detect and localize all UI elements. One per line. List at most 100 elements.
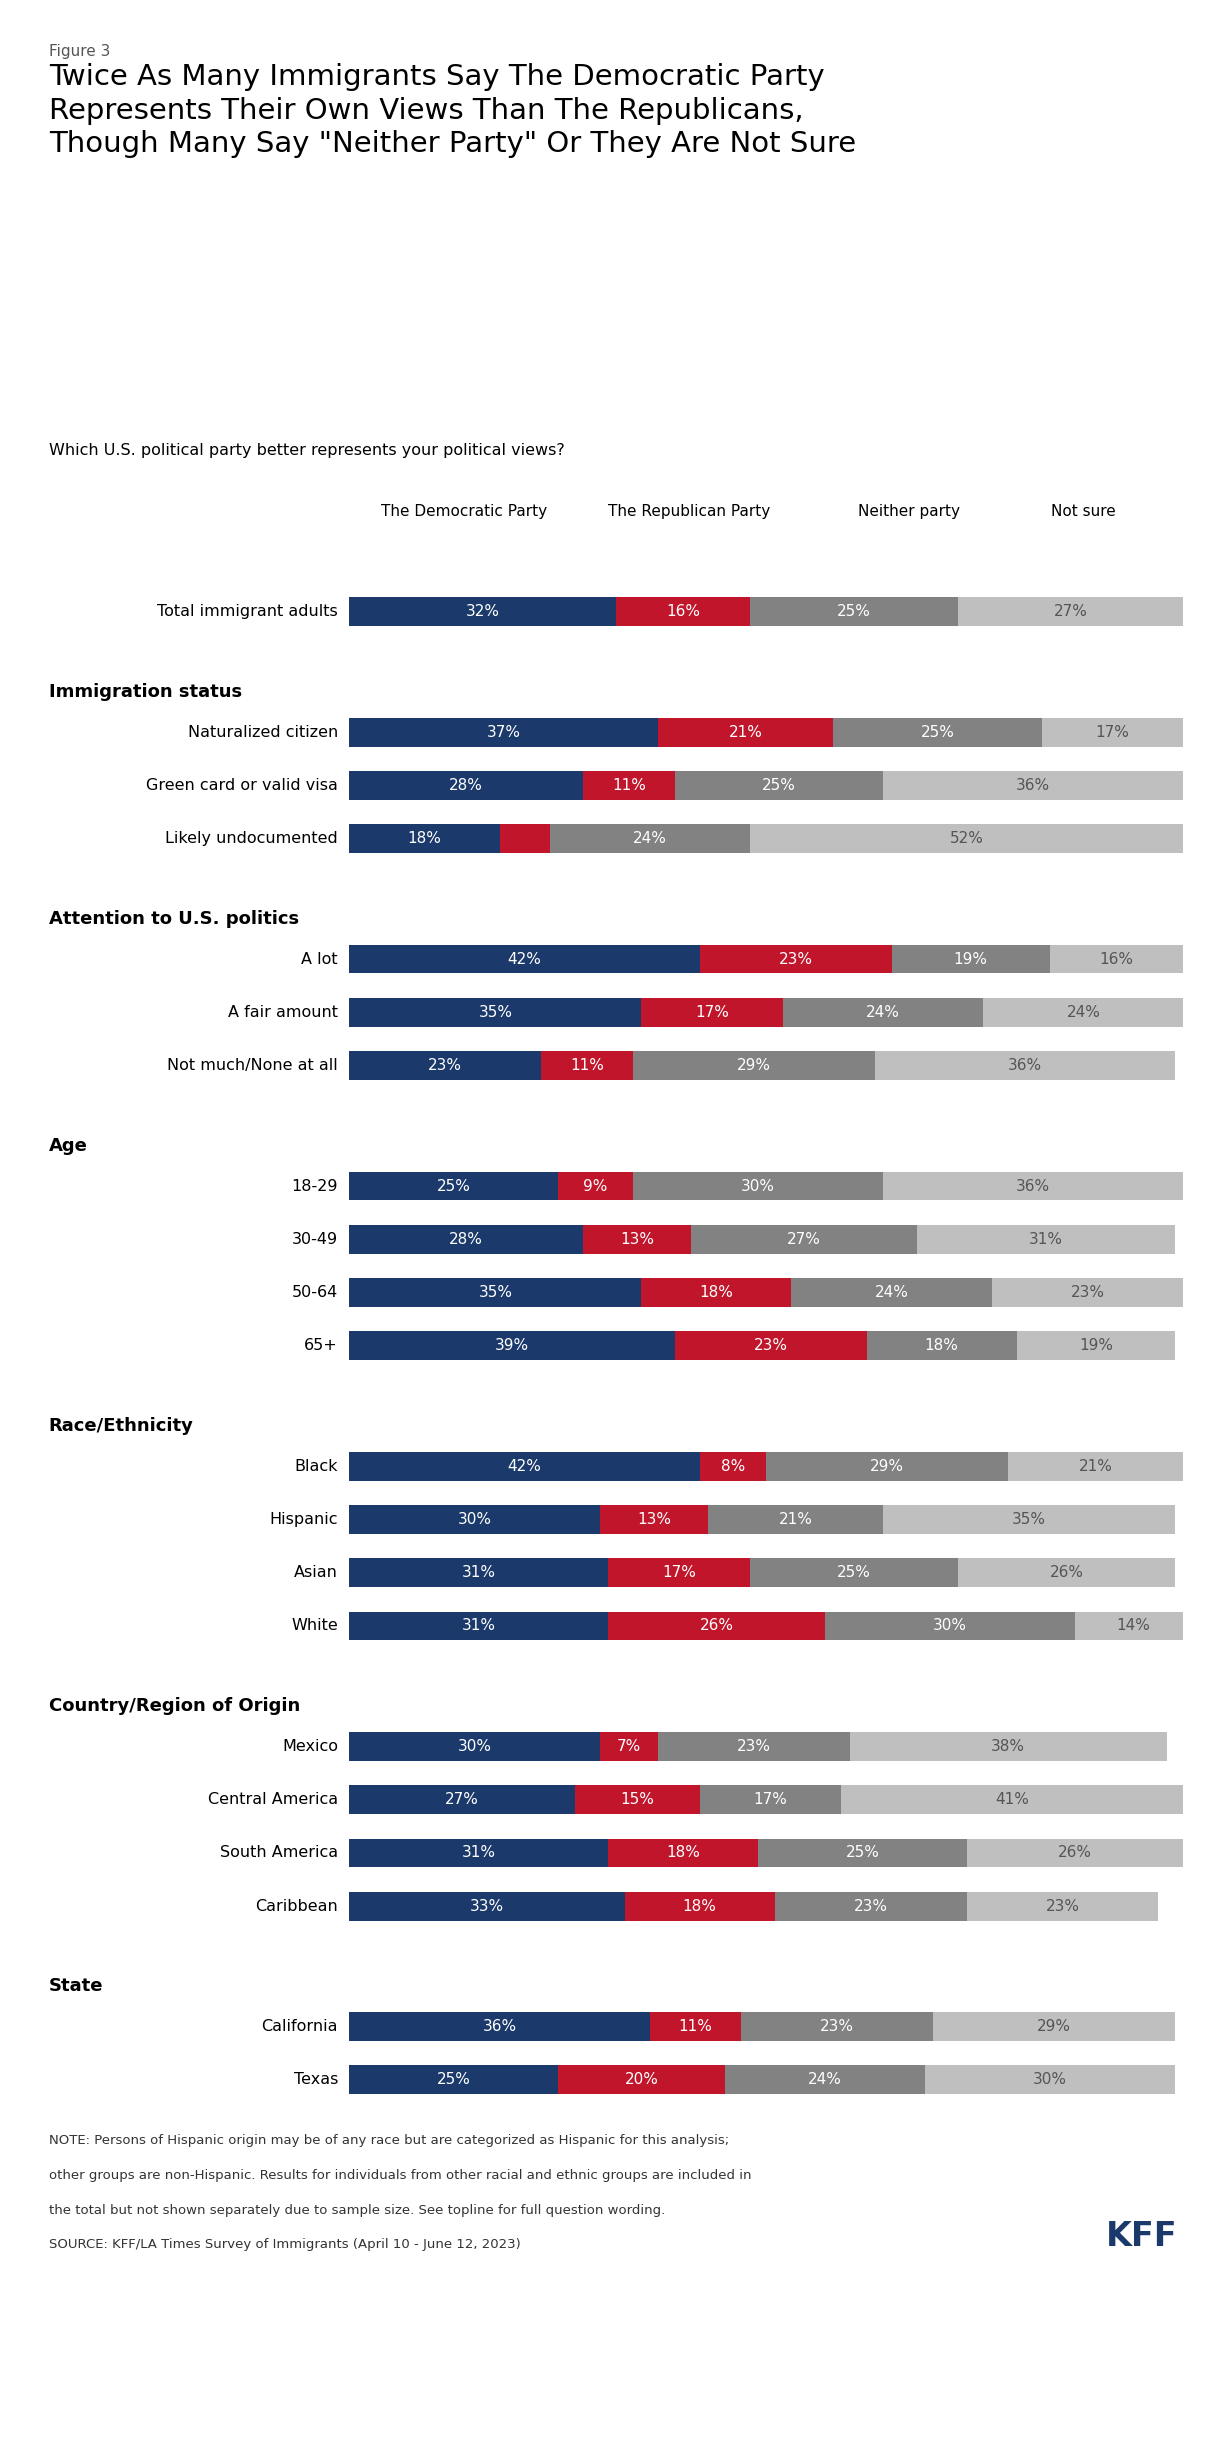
Bar (725, 2065, 925, 2094)
Text: 25%: 25% (920, 724, 954, 739)
Bar (883, 770, 1183, 800)
Text: 9%: 9% (583, 1178, 608, 1195)
Text: 24%: 24% (866, 1004, 900, 1019)
Text: 25%: 25% (845, 1846, 880, 1860)
Text: 16%: 16% (1099, 951, 1133, 965)
Text: 65+: 65+ (304, 1338, 338, 1353)
Bar (608, 1838, 758, 1868)
Bar (349, 2065, 558, 2094)
Bar (642, 997, 783, 1026)
Bar (658, 1731, 850, 1760)
Text: 18-29: 18-29 (292, 1178, 338, 1195)
Text: 23%: 23% (778, 951, 813, 965)
Text: 19%: 19% (1078, 1338, 1113, 1353)
Text: 42%: 42% (508, 951, 542, 965)
Text: other groups are non-Hispanic. Results for individuals from other racial and eth: other groups are non-Hispanic. Results f… (49, 2170, 752, 2182)
Bar (758, 1838, 966, 1868)
Text: Figure 3: Figure 3 (49, 44, 110, 59)
Text: Texas: Texas (294, 2072, 338, 2087)
Bar (349, 770, 583, 800)
Text: 36%: 36% (483, 2019, 516, 2033)
Text: 23%: 23% (428, 1058, 462, 1073)
Text: 29%: 29% (737, 1058, 771, 1073)
Text: 27%: 27% (787, 1231, 821, 1246)
Text: 33%: 33% (470, 1899, 504, 1914)
Bar (892, 946, 1050, 973)
Text: 26%: 26% (1058, 1846, 1092, 1860)
Bar (349, 1785, 575, 1814)
Text: 30%: 30% (458, 1512, 492, 1526)
Text: 23%: 23% (1070, 1285, 1104, 1299)
Bar (349, 1453, 700, 1480)
Bar (925, 2065, 1175, 2094)
Text: 25%: 25% (837, 605, 871, 619)
Text: 29%: 29% (1037, 2019, 1071, 2033)
Text: Neither party: Neither party (858, 505, 960, 519)
Bar (642, 1278, 792, 1307)
Text: A fair amount: A fair amount (228, 1004, 338, 1019)
Bar (792, 1278, 992, 1307)
Bar (608, 1612, 825, 1641)
Text: Caribbean: Caribbean (255, 1899, 338, 1914)
Bar (558, 2065, 725, 2094)
Text: A lot: A lot (301, 951, 338, 965)
Bar (825, 1612, 1075, 1641)
Bar (958, 597, 1183, 627)
Text: 23%: 23% (754, 1338, 788, 1353)
Text: 11%: 11% (678, 2019, 712, 2033)
Text: 23%: 23% (820, 2019, 854, 2033)
Bar (933, 2011, 1175, 2041)
Text: Age: Age (49, 1136, 88, 1156)
Bar (349, 1731, 600, 1760)
Text: 29%: 29% (870, 1458, 904, 1473)
Text: Asian: Asian (294, 1565, 338, 1580)
Bar (750, 824, 1183, 853)
Bar (1075, 1612, 1192, 1641)
Text: 18%: 18% (699, 1285, 733, 1299)
Text: 30%: 30% (933, 1619, 967, 1633)
Text: 14%: 14% (1116, 1619, 1150, 1633)
Bar (349, 717, 658, 746)
Bar (983, 997, 1183, 1026)
Text: 50-64: 50-64 (292, 1285, 338, 1299)
Text: 25%: 25% (437, 1178, 471, 1195)
Bar (750, 597, 958, 627)
Bar (883, 1504, 1175, 1534)
Text: 19%: 19% (954, 951, 988, 965)
Text: 20%: 20% (625, 2072, 659, 2087)
Text: 27%: 27% (445, 1792, 479, 1807)
Text: 17%: 17% (1096, 724, 1130, 739)
Bar (349, 1558, 608, 1587)
Text: 28%: 28% (449, 1231, 483, 1246)
Text: 28%: 28% (449, 778, 483, 792)
Text: 25%: 25% (837, 1565, 871, 1580)
Bar (349, 1331, 675, 1360)
Text: 35%: 35% (478, 1285, 512, 1299)
Bar (349, 500, 367, 522)
Text: Twice As Many Immigrants Say The Democratic Party
Represents Their Own Views Tha: Twice As Many Immigrants Say The Democra… (49, 63, 856, 158)
Text: 31%: 31% (461, 1619, 495, 1633)
Text: Likely undocumented: Likely undocumented (166, 831, 338, 846)
Bar (349, 1278, 642, 1307)
Bar (349, 1612, 608, 1641)
Bar (349, 597, 616, 627)
Bar (658, 717, 833, 746)
Text: 11%: 11% (570, 1058, 604, 1073)
Bar (542, 1051, 633, 1080)
Text: 25%: 25% (437, 2072, 471, 2087)
Text: 18%: 18% (925, 1338, 959, 1353)
Text: 18%: 18% (407, 831, 442, 846)
Bar (499, 824, 550, 853)
Bar (1016, 1331, 1175, 1360)
Text: 31%: 31% (1028, 1231, 1063, 1246)
Bar (349, 1504, 600, 1534)
Text: 37%: 37% (487, 724, 521, 739)
Bar (616, 597, 750, 627)
Text: the total but not shown separately due to sample size. See topline for full ques: the total but not shown separately due t… (49, 2204, 665, 2216)
Bar (883, 1173, 1183, 1199)
Bar (1008, 1453, 1183, 1480)
Text: The Democratic Party: The Democratic Party (381, 505, 548, 519)
Text: 18%: 18% (683, 1899, 716, 1914)
Text: 26%: 26% (699, 1619, 733, 1633)
Text: 16%: 16% (666, 605, 700, 619)
